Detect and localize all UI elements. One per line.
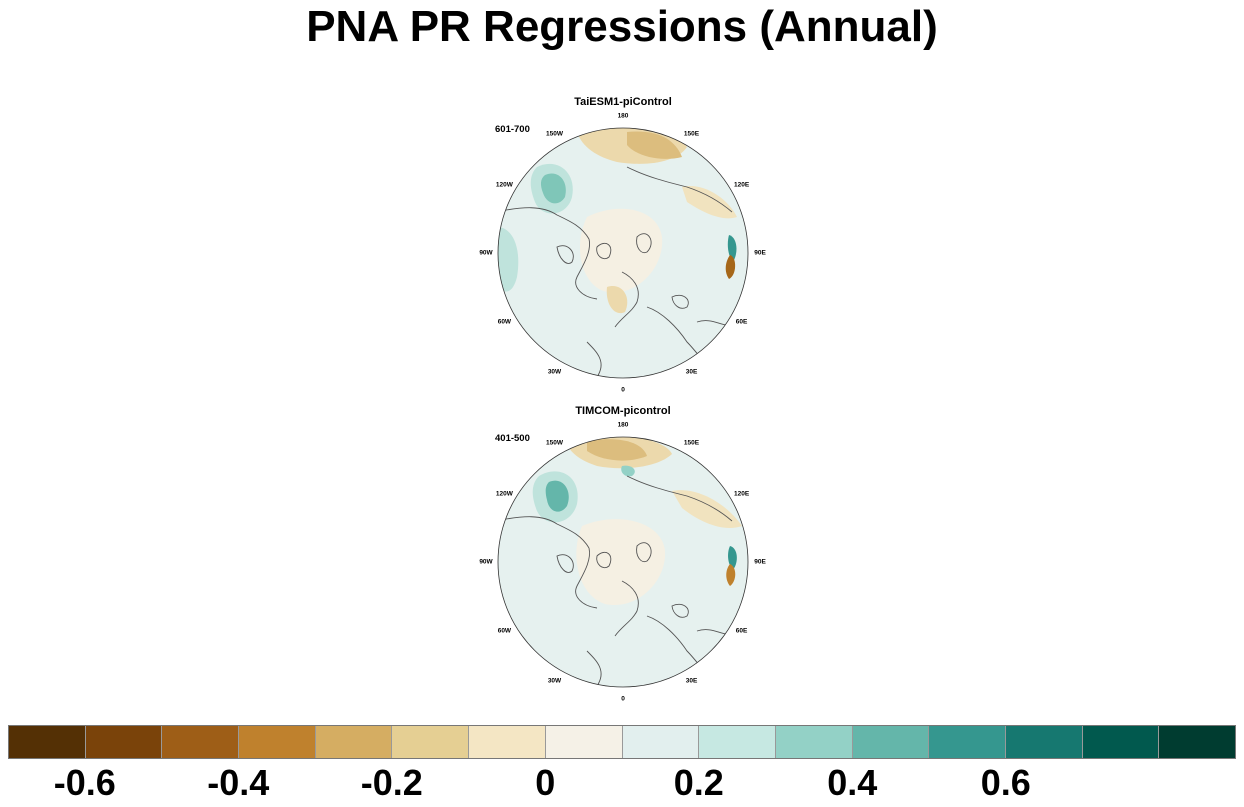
panel-2-polar-map	[497, 436, 749, 688]
colorbar-cell	[315, 726, 393, 758]
panel-2-lon-label: 90E	[754, 558, 766, 566]
panel-1-lon-label: 30E	[685, 368, 698, 376]
colorbar-cell	[699, 726, 776, 758]
colorbar-tick-label: 0.6	[980, 762, 1031, 803]
panel-1-lon-label: 60W	[497, 318, 512, 325]
panel-2-title: TIMCOM-picontrol	[575, 405, 671, 417]
colorbar-tick-label: 0.2	[673, 762, 724, 803]
panel-1-east-dipole-negative	[725, 255, 736, 279]
panel-1-title: TaiESM1-piControl	[574, 96, 672, 108]
panel-2-north-pacific-negative-core	[587, 439, 647, 461]
colorbar-cell	[162, 726, 240, 758]
panel-1-north-pacific-negative-core	[627, 131, 682, 159]
panel-1-west-positive	[498, 227, 519, 292]
panel-2-lon-label: 120W	[495, 490, 513, 497]
panel-1-lon-label: 120W	[495, 181, 513, 188]
panel-1-lon-label: 150E	[683, 130, 700, 138]
panel-2-pacific-positive-core	[545, 480, 569, 512]
panel-2-lon-label: 180	[617, 421, 629, 429]
colorbar-tick-label: -0.6	[53, 762, 116, 803]
panel-2-east-dipole-negative	[726, 564, 736, 586]
panel-2-lon-label: 0	[621, 695, 625, 703]
panel-1-europe-negative	[606, 286, 628, 314]
colorbar-tick-label: 0.4	[827, 762, 878, 803]
panel-1-lon-label: 0	[621, 386, 625, 394]
panel-1-period: 601-700	[495, 124, 530, 135]
panel-1-pacific-positive-core	[540, 173, 566, 204]
panel-2-period: 401-500	[495, 433, 530, 444]
colorbar-cell	[85, 726, 163, 758]
colorbar-cell	[1159, 726, 1235, 758]
panel-1-arctic-neutral	[579, 208, 663, 293]
panel-2-asia-negative	[672, 490, 742, 528]
panel-1-asia-negative	[682, 186, 737, 219]
panel-1-lon-label: 90W	[479, 249, 493, 257]
colorbar-cell	[9, 726, 86, 758]
colorbar-tick-label: -0.2	[360, 762, 423, 803]
colorbar-cell	[469, 726, 546, 758]
colorbar	[8, 725, 1236, 759]
colorbar-cell	[1082, 726, 1160, 758]
panel-1-lon-label: 60E	[735, 318, 748, 325]
colorbar-tick-label: 0	[535, 762, 556, 803]
panel-2-pacific-small-positive	[621, 465, 635, 477]
panel-2-lon-label: 60W	[497, 627, 512, 634]
panel-2-lon-label: 30W	[547, 677, 562, 685]
panel-2-lon-label: 60E	[735, 627, 748, 634]
panel-2-lon-label: 90W	[479, 558, 493, 566]
panel-2-arctic-neutral	[576, 519, 666, 606]
panel-1-lon-label: 90E	[754, 249, 766, 257]
colorbar-tick-label: -0.4	[207, 762, 270, 803]
panel-2-lon-label: 150E	[683, 439, 700, 447]
panel-1-lon-label: 120E	[734, 181, 750, 188]
panel-1-polar-map	[497, 127, 749, 379]
colorbar-cell	[392, 726, 470, 758]
panel-2-lon-label: 150W	[546, 439, 563, 447]
panel-2-east-dipole-positive	[728, 546, 737, 570]
panel-1-lon-label: 30W	[547, 368, 562, 376]
panel-1-lon-label: 180	[617, 112, 629, 120]
colorbar-cell	[239, 726, 316, 758]
colorbar-cell	[545, 726, 623, 758]
panel-2-lon-label: 120E	[734, 490, 750, 497]
figure-title: PNA PR Regressions (Annual)	[306, 2, 938, 51]
colorbar-cell	[775, 726, 853, 758]
colorbar-cell	[622, 726, 700, 758]
colorbar-cell	[929, 726, 1006, 758]
panel-2-lon-label: 30E	[685, 677, 698, 685]
panel-1-lon-label: 150W	[546, 130, 563, 138]
colorbar-cell	[852, 726, 930, 758]
colorbar-cell	[1005, 726, 1083, 758]
